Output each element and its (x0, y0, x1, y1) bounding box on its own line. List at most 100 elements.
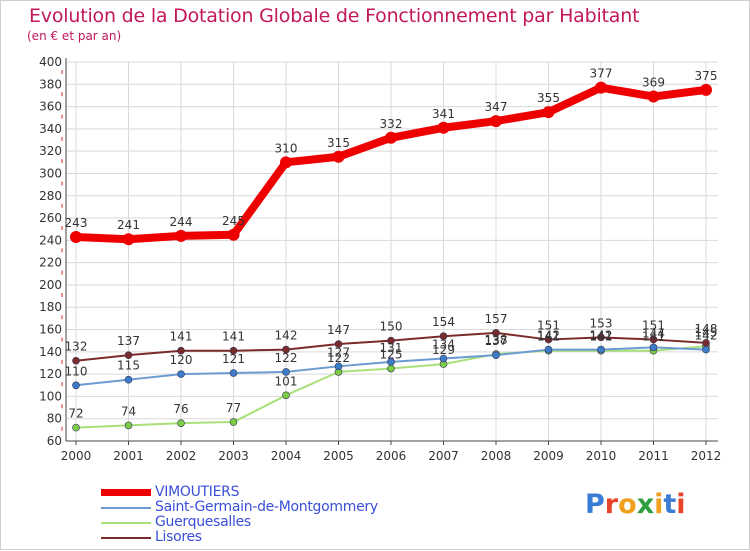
data-label: 129 (432, 343, 455, 357)
logo-letter: P (585, 489, 605, 520)
y-tick-label: 400 (39, 55, 62, 69)
y-tick-label: 100 (39, 389, 62, 403)
y-tick-label: 240 (39, 233, 62, 247)
data-point (700, 83, 712, 96)
data-label: 72 (68, 407, 83, 421)
data-point (282, 368, 290, 376)
data-label: 141 (642, 330, 665, 344)
legend-label-vimoutiers: VIMOUTIERS (155, 484, 240, 500)
data-label: 76 (173, 402, 188, 416)
y-tick-label: 120 (39, 367, 62, 381)
x-tick-label: 2008 (481, 449, 512, 463)
data-label: 375 (695, 69, 718, 83)
data-label: 120 (170, 353, 193, 367)
data-point (544, 345, 553, 354)
legend-label-guerquesalles: Guerquesalles (155, 514, 251, 530)
data-point (387, 358, 395, 366)
data-label: 77 (226, 401, 241, 415)
data-label: 244 (170, 215, 193, 229)
y-tick-label: 380 (39, 77, 62, 91)
data-label: 245 (222, 214, 245, 228)
data-label: 241 (117, 218, 140, 232)
x-tick-label: 2003 (218, 449, 249, 463)
data-label: 355 (537, 91, 560, 105)
x-tick-label: 2002 (166, 449, 197, 463)
data-point (492, 351, 500, 359)
data-label: 138 (485, 333, 508, 347)
data-point (437, 121, 450, 134)
logo-letter: o (618, 489, 637, 520)
data-label: 115 (117, 359, 140, 373)
legend-swatch-vimoutiers (101, 489, 151, 496)
y-tick-label: 140 (39, 345, 62, 359)
y-tick-label: 200 (39, 278, 62, 292)
data-label: 142 (590, 329, 613, 343)
y-tick-label: 320 (39, 144, 62, 158)
y-tick-label: 180 (39, 300, 62, 314)
data-point (492, 329, 500, 337)
data-label: 369 (642, 76, 665, 90)
data-point (387, 364, 395, 373)
data-label: 151 (642, 319, 665, 333)
data-point (177, 370, 185, 378)
data-label: 148 (695, 322, 718, 336)
data-label: 122 (275, 351, 298, 365)
data-label: 141 (590, 330, 613, 344)
x-tick-label: 2005 (323, 449, 354, 463)
data-label: 142 (275, 329, 298, 343)
legend-label-lisores: Lisores (155, 529, 202, 545)
y-tick-label: 260 (39, 211, 62, 225)
legend-label-saint-germain: Saint-Germain-de-Montgommery (155, 499, 378, 515)
data-label: 141 (170, 330, 193, 344)
x-tick-label: 2006 (376, 449, 407, 463)
data-point (122, 233, 135, 246)
x-tick-label: 2012 (691, 449, 722, 463)
data-label: 147 (327, 323, 350, 337)
data-label: 134 (432, 338, 455, 352)
data-label: 137 (117, 334, 140, 348)
data-point (597, 345, 605, 354)
data-label: 144 (642, 326, 665, 340)
data-point (177, 419, 185, 427)
data-point (72, 423, 80, 432)
x-tick-label: 2011 (638, 449, 669, 463)
data-label: 154 (432, 315, 455, 329)
logo-letter: r (604, 489, 619, 520)
data-point (282, 345, 290, 354)
plot-area (66, 62, 718, 441)
data-point (229, 369, 238, 377)
data-point (647, 90, 660, 103)
x-tick-label: 2004 (271, 449, 302, 463)
data-label: 131 (380, 341, 403, 355)
x-tick-label: 2010 (586, 449, 617, 463)
data-point (702, 345, 710, 354)
data-point (649, 343, 658, 352)
y-tick-label: 220 (39, 256, 62, 270)
data-label: 142 (537, 329, 560, 343)
y-tick-label: 60 (47, 434, 62, 448)
data-label: 121 (222, 352, 245, 366)
data-label: 127 (327, 345, 350, 359)
legend-swatch-saint-germain (101, 507, 151, 509)
data-point (597, 333, 605, 342)
data-point (490, 115, 502, 128)
data-point (439, 354, 448, 363)
data-label: 377 (590, 67, 613, 81)
logo-letter: x (636, 489, 655, 520)
logo-letter: i (676, 489, 686, 520)
chart-title: Evolution de la Dotation Globale de Fonc… (29, 5, 640, 27)
data-label: 132 (65, 340, 88, 354)
y-tick-label: 300 (39, 166, 62, 180)
data-point (175, 229, 187, 242)
data-point (229, 418, 238, 426)
data-point (544, 335, 553, 344)
data-label: 125 (380, 348, 403, 362)
data-label: 310 (275, 141, 298, 155)
data-label: 141 (222, 330, 245, 344)
data-label: 315 (327, 136, 350, 150)
data-label: 145 (695, 325, 718, 339)
data-label: 137 (485, 334, 508, 348)
data-point (649, 335, 658, 344)
